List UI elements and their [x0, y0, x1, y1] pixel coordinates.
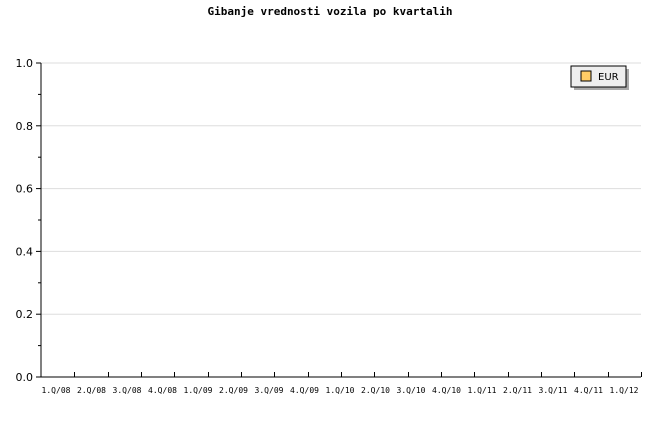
legend: EUR: [570, 65, 629, 90]
x-tick-labels: 1.Q/08 2.Q/08 3.Q/08 4.Q/08 1.Q/09 2.Q/09 3.Q/…: [42, 386, 639, 395]
legend-swatch-eur: [580, 70, 592, 82]
y-tick-label: 0.6: [16, 183, 34, 196]
x-tick-label: 2.Q/10: [361, 386, 390, 395]
axes: [36, 62, 642, 378]
gridlines: [41, 62, 641, 315]
x-tick-label: 3.Q/08: [113, 386, 142, 395]
y-tick-label: 0.8: [16, 120, 34, 133]
x-tick-label: 2.Q/09: [219, 386, 248, 395]
y-tick-label: 0.2: [16, 308, 34, 321]
x-tick-label: 2.Q/11: [503, 386, 532, 395]
chart-title: Gibanje vrednosti vozila po kvartalih: [207, 5, 452, 18]
y-tick-label: 0.0: [16, 371, 34, 384]
x-tick-label: 1.Q/12: [610, 386, 639, 395]
y-tick-label: 1.0: [16, 57, 34, 70]
x-tick-label: 4.Q/08: [148, 386, 177, 395]
legend-label-eur: EUR: [598, 72, 619, 83]
x-tick-label: 4.Q/11: [574, 386, 603, 395]
y-tick-labels: 0.0 0.2 0.4 0.6 0.8 1.0: [16, 57, 34, 384]
x-tick-label: 3.Q/09: [255, 386, 284, 395]
x-tick-label: 3.Q/10: [397, 386, 426, 395]
x-tick-label: 1.Q/10: [326, 386, 355, 395]
x-tick-label: 4.Q/09: [290, 386, 319, 395]
x-tick-label: 4.Q/10: [432, 386, 461, 395]
x-tick-label: 1.Q/11: [468, 386, 497, 395]
y-tick-label: 0.4: [16, 245, 34, 258]
x-tick-label: 1.Q/09: [184, 386, 213, 395]
x-tick-label: 2.Q/08: [77, 386, 106, 395]
x-tick-label: 1.Q/08: [42, 386, 71, 395]
x-tick-label: 3.Q/11: [539, 386, 568, 395]
